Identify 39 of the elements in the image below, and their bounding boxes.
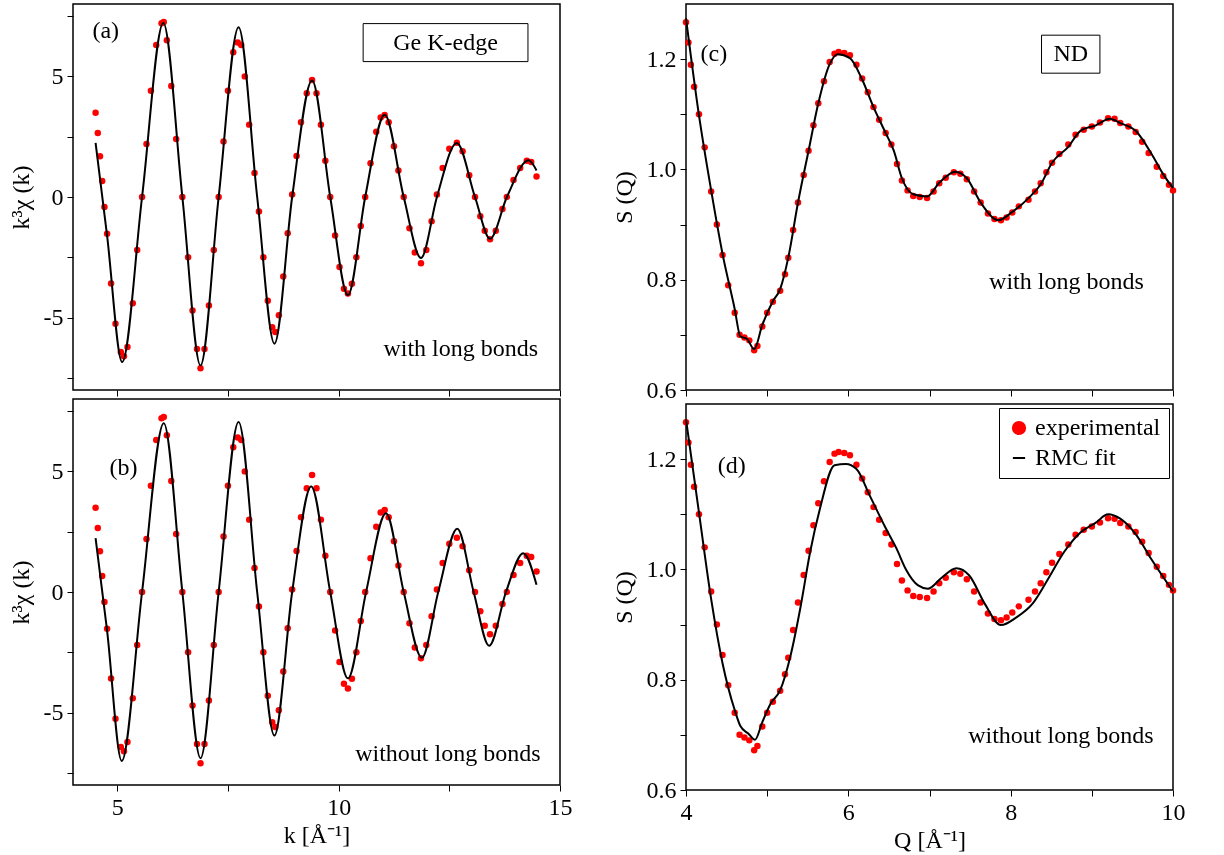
y-tick-label: 1.2 (646, 445, 677, 472)
y-axis-title: S (Q) (610, 571, 637, 624)
x-tick-label: 10 (1161, 798, 1186, 825)
x-tick-label: 5 (111, 793, 124, 820)
x-tick-label: 15 (548, 793, 573, 820)
y-tick-label: 0.8 (646, 266, 677, 293)
y-axis-title: S (Q) (610, 171, 637, 224)
annotation: with long bonds (989, 267, 1144, 294)
x-tick-label: 8 (1005, 798, 1018, 825)
y-tick-label: 0.6 (646, 376, 677, 403)
annotation: (c) (700, 40, 728, 67)
y-tick-label: -5 (43, 304, 64, 331)
y-tick-label: 1.0 (646, 555, 677, 582)
annotation: (b) (109, 454, 138, 481)
legend-label: experimental (1035, 414, 1161, 440)
y-tick-label: 0 (51, 183, 64, 210)
y-tick-label: 5 (51, 62, 64, 89)
y-tick-label: 1.0 (646, 155, 677, 182)
annotation: with long bonds (383, 335, 539, 362)
annotation: ND (1053, 40, 1089, 67)
y-tick-label: 1.2 (646, 45, 677, 72)
legend-label: RMC fit (1035, 444, 1117, 470)
y-tick-label: 0 (51, 578, 64, 605)
x-tick-label: 10 (327, 793, 352, 820)
y-tick-label: 0.8 (646, 666, 677, 693)
x-axis-title: Q [Å⁻¹] (894, 826, 966, 853)
x-tick-label: 6 (842, 798, 855, 825)
x-tick-label: 4 (680, 798, 693, 825)
y-tick-label: 5 (51, 457, 64, 484)
x-axis-title: k [Å⁻¹] (283, 821, 351, 848)
annotation: Ge K-edge (393, 28, 498, 55)
annotation: without long bonds (968, 721, 1154, 748)
y-tick-label: -5 (43, 699, 64, 726)
annotation: without long bonds (355, 740, 541, 767)
annotation: (d) (717, 451, 746, 478)
y-tick-label: 0.6 (646, 776, 677, 803)
y-axis-title: k³χ (k) (7, 560, 34, 625)
annotation: (a) (92, 17, 120, 44)
y-axis-title: k³χ (k) (7, 165, 34, 230)
